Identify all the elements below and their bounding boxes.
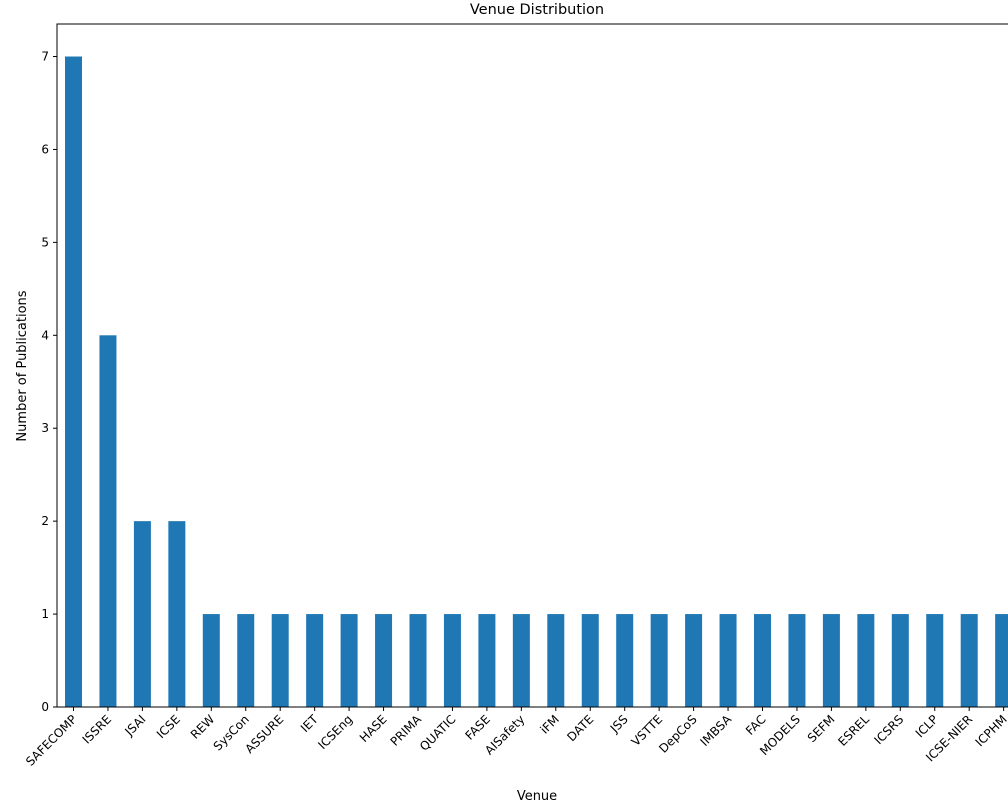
y-tick-label: 7 bbox=[41, 50, 49, 64]
bar-prima bbox=[409, 614, 427, 707]
bar-aisafety bbox=[512, 614, 530, 707]
x-tick-label: ICSEng bbox=[315, 712, 355, 752]
x-tick-label: ASSURE bbox=[242, 712, 286, 756]
bar-icsrs bbox=[891, 614, 909, 707]
bar-vstte bbox=[650, 614, 668, 707]
x-tick-label: QUATIC bbox=[417, 712, 459, 754]
x-tick-label: DepCoS bbox=[656, 712, 700, 756]
x-tick-label: iFM bbox=[537, 712, 561, 736]
y-tick-label: 0 bbox=[41, 700, 49, 714]
x-tick-label: IMBSA bbox=[697, 712, 734, 749]
bar-sefm bbox=[822, 614, 840, 707]
bar-imbsa bbox=[719, 614, 737, 707]
bar-hase bbox=[375, 614, 393, 707]
bar-jss bbox=[616, 614, 634, 707]
y-tick-label: 6 bbox=[41, 142, 49, 156]
x-tick-label: JSS bbox=[607, 712, 631, 736]
x-tick-label: REW bbox=[188, 712, 218, 742]
x-tick-label: ICSRS bbox=[871, 712, 906, 747]
x-tick-label: JSAI bbox=[122, 712, 149, 739]
bar-safecomp bbox=[65, 56, 82, 707]
bar-fac bbox=[754, 614, 771, 707]
x-tick-label: ICLP bbox=[913, 712, 941, 740]
x-tick-label: SEFM bbox=[805, 712, 838, 745]
bar-icseng bbox=[340, 614, 358, 707]
x-tick-label: FASE bbox=[462, 712, 493, 743]
bar-depcos bbox=[685, 614, 703, 707]
axes-frame bbox=[56, 23, 1008, 708]
bar-date bbox=[581, 614, 599, 707]
x-tick-label: SAFECOMP bbox=[23, 712, 80, 769]
x-tick-label: ICSE bbox=[154, 712, 183, 741]
bar-icphm bbox=[995, 614, 1008, 707]
bar-models bbox=[788, 614, 806, 707]
y-tick-label: 2 bbox=[41, 514, 49, 528]
y-tick-label: 4 bbox=[41, 328, 49, 342]
y-tick-label: 5 bbox=[41, 235, 49, 249]
x-tick-label: HASE bbox=[357, 712, 390, 745]
bar-issre bbox=[99, 335, 117, 707]
x-tick-label: ESREL bbox=[835, 712, 872, 749]
bar-quatic bbox=[443, 614, 461, 707]
bar-iclp bbox=[926, 614, 944, 707]
x-tick-label: DATE bbox=[564, 712, 596, 744]
y-tick-label: 1 bbox=[41, 607, 49, 621]
y-axis: 0 1 2 3 4 5 6 7 bbox=[41, 50, 57, 714]
bar-syscon bbox=[237, 614, 255, 707]
x-tick-label: IET bbox=[298, 712, 321, 735]
x-tick-label: ICPHM bbox=[973, 712, 1008, 749]
bar-icse bbox=[168, 521, 186, 707]
y-tick-label: 3 bbox=[41, 421, 49, 435]
bar-iet bbox=[306, 614, 324, 707]
bar-icse-nier bbox=[960, 614, 978, 707]
bar-assure bbox=[271, 614, 289, 707]
bar-jsai bbox=[133, 521, 151, 707]
bar-ifm bbox=[547, 614, 565, 707]
bar-rew bbox=[202, 614, 220, 707]
x-tick-label: ISSRE bbox=[80, 712, 114, 746]
bar-fase bbox=[478, 614, 496, 707]
x-axis-label: Venue bbox=[517, 789, 557, 804]
y-axis-label: Number of Publications bbox=[15, 290, 30, 441]
x-tick-label: FAC bbox=[743, 712, 769, 738]
bar-esrel bbox=[857, 614, 875, 707]
bars-group bbox=[65, 56, 1008, 707]
chart-title: Venue Distribution bbox=[470, 2, 604, 18]
